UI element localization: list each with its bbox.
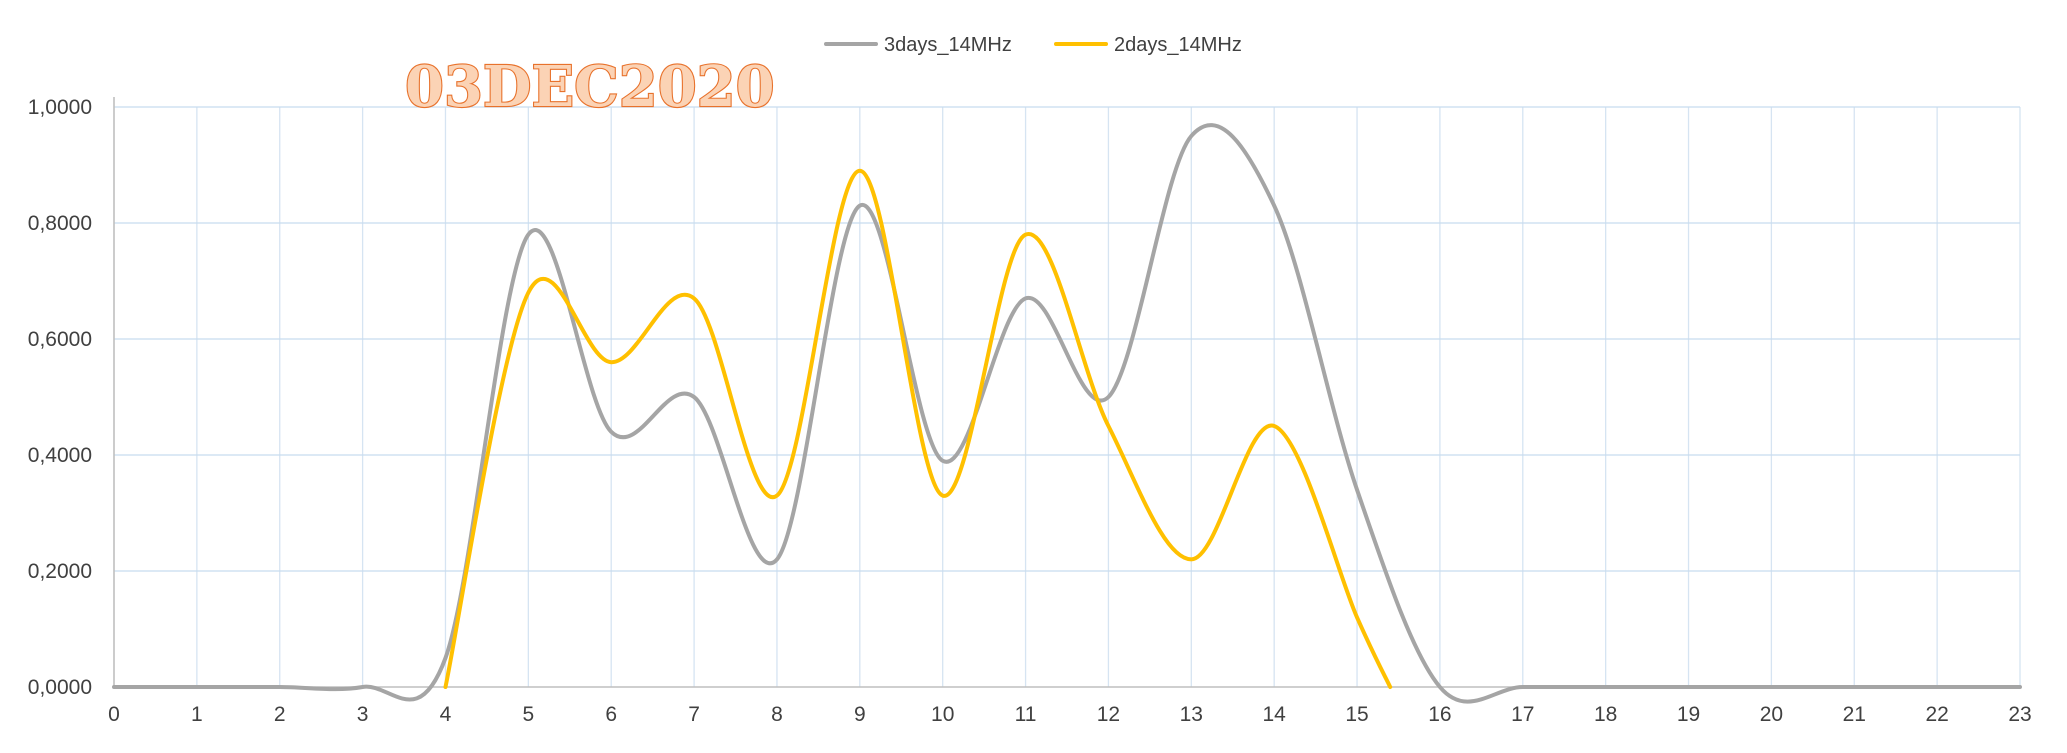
x-tick-label: 23 [2008, 703, 2031, 726]
x-tick-label: 18 [1594, 703, 1617, 726]
x-tick-label: 3 [357, 703, 369, 726]
x-tick-label: 1 [191, 703, 203, 726]
x-tick-label: 8 [771, 703, 783, 726]
x-tick-label: 7 [688, 703, 700, 726]
x-tick-label: 19 [1677, 703, 1700, 726]
y-tick-label: 0,8000 [28, 212, 92, 235]
y-tick-label: 0,4000 [28, 444, 92, 467]
x-tick-label: 5 [523, 703, 535, 726]
axes: 0 1 2 3 4 5 6 7 8 9 10 11 12 13 14 15 16 17 18 19 20 21 22 230,… [28, 96, 2032, 726]
x-tick-label: 4 [440, 703, 452, 726]
x-tick-label: 13 [1180, 703, 1203, 726]
x-tick-label: 9 [854, 703, 866, 726]
x-tick-label: 2 [274, 703, 286, 726]
x-tick-label: 12 [1097, 703, 1120, 726]
x-tick-label: 17 [1511, 703, 1534, 726]
y-tick-label: 1,0000 [28, 96, 92, 119]
x-tick-label: 15 [1345, 703, 1368, 726]
legend: 3days_14MHz 2days_14MHz [824, 34, 1242, 56]
series-line-2 [443, 168, 1393, 689]
chart-title: 03DEC2020 [405, 54, 775, 120]
x-tick-label: 6 [605, 703, 617, 726]
x-tick-label: 14 [1262, 703, 1286, 726]
x-tick-label: 21 [1843, 703, 1866, 726]
y-tick-label: 0,0000 [28, 676, 92, 699]
x-tick-label: 11 [1015, 703, 1037, 726]
y-tick-label: 0,2000 [28, 560, 92, 583]
x-tick-label: 22 [1925, 703, 1948, 726]
series-lines [112, 123, 2022, 704]
x-tick-label: 0 [108, 703, 120, 726]
series-line-1 [112, 123, 2022, 704]
legend-label-2: 2days_14MHz [1114, 34, 1242, 56]
x-tick-label: 10 [931, 703, 954, 726]
x-tick-label: 20 [1760, 703, 1783, 726]
y-tick-label: 0,6000 [28, 328, 92, 351]
grid [114, 106, 2021, 687]
x-tick-label: 16 [1428, 703, 1451, 726]
legend-label-1: 3days_14MHz [884, 34, 1012, 56]
